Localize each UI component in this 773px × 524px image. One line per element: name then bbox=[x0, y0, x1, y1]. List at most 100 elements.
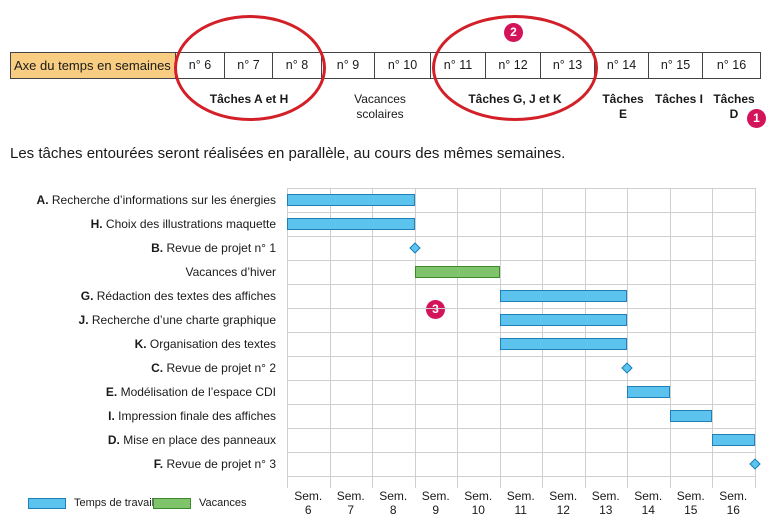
legend-vacation: Vacances bbox=[153, 497, 247, 509]
week-tick-label: Sem. 13 bbox=[591, 489, 620, 517]
work-bar bbox=[627, 386, 670, 398]
grid-vline bbox=[329, 188, 331, 488]
grid-vline bbox=[287, 188, 288, 488]
task-name: Revue de projet n° 1 bbox=[166, 241, 276, 255]
grid-vline bbox=[457, 188, 458, 488]
grid-hline bbox=[287, 260, 755, 261]
work-bar bbox=[499, 338, 627, 350]
badge-2: 2 bbox=[504, 23, 523, 42]
axis-week: n° 15 bbox=[649, 53, 703, 78]
grid-vline bbox=[669, 188, 671, 488]
task-name: Vacances d’hiver bbox=[185, 265, 277, 279]
grid-hline bbox=[287, 380, 755, 381]
task-name: Revue de projet n° 2 bbox=[166, 361, 276, 375]
week-tick-label: Sem. 15 bbox=[676, 489, 705, 517]
grid-hline bbox=[287, 308, 755, 309]
task-label: B. Revue de projet n° 1 bbox=[151, 240, 276, 256]
grid-hline bbox=[287, 212, 755, 213]
week-tick-label: Sem. 12 bbox=[549, 489, 578, 517]
grid-vline bbox=[627, 188, 628, 488]
milestone-diamond bbox=[408, 242, 421, 254]
grid-hline bbox=[287, 236, 755, 237]
task-name: Modélisation de l’espace CDI bbox=[120, 385, 276, 399]
task-name: Rédaction des textes des affiches bbox=[96, 289, 276, 303]
task-code: G. bbox=[80, 289, 94, 303]
week-tick-label: Sem. 16 bbox=[719, 489, 748, 517]
legend-work: Temps de travail bbox=[28, 497, 154, 509]
group-vacances-label: Vacances scolaires bbox=[354, 92, 406, 121]
task-label: G. Rédaction des textes des affiches bbox=[81, 288, 276, 304]
task-name: Impression finale des affiches bbox=[118, 409, 276, 423]
axis-week: n° 14 bbox=[595, 53, 649, 78]
task-code: D. bbox=[107, 433, 120, 447]
task-label: C. Revue de projet n° 2 bbox=[151, 360, 276, 376]
week-tick-label: Sem. 10 bbox=[464, 489, 493, 517]
group-d-label: Tâches D bbox=[713, 92, 755, 121]
task-label: K. Organisation des textes bbox=[135, 336, 276, 352]
task-code: J. bbox=[78, 313, 89, 327]
axis-week: n° 9 bbox=[322, 53, 375, 78]
legend-label-work: Temps de travail bbox=[74, 497, 155, 509]
legend-label-vacation: Vacances bbox=[199, 497, 247, 509]
grid-vline bbox=[414, 188, 416, 488]
task-label: E. Modélisation de l’espace CDI bbox=[106, 384, 276, 400]
task-code: H. bbox=[90, 217, 103, 231]
task-name: Recherche d’informations sur les énergie… bbox=[51, 193, 276, 207]
work-bar bbox=[669, 410, 712, 422]
task-label: H. Choix des illustrations maquette bbox=[91, 216, 276, 232]
task-label: D. Mise en place des panneaux bbox=[108, 432, 276, 448]
caption: Les tâches entourées seront réalisées en… bbox=[10, 145, 566, 162]
task-code: B. bbox=[151, 241, 164, 255]
task-name: Recherche d’une charte graphique bbox=[91, 313, 276, 327]
axis-week: n° 16 bbox=[716, 58, 747, 72]
task-label: Vacances d’hiver bbox=[186, 264, 277, 280]
task-name: Revue de projet n° 3 bbox=[166, 457, 276, 471]
vacation-bar bbox=[414, 266, 500, 278]
task-code: F. bbox=[153, 457, 164, 471]
week-axis: Axe du temps en semaines n° 6 n° 7 n° 8 … bbox=[10, 52, 761, 79]
work-bar bbox=[712, 434, 755, 446]
week-tick-label: Sem. 11 bbox=[506, 489, 535, 517]
group-i-label: Tâches I bbox=[654, 92, 704, 106]
work-bar bbox=[499, 314, 627, 326]
task-code: C. bbox=[151, 361, 164, 375]
grid-vline bbox=[712, 188, 713, 488]
work-bar bbox=[287, 218, 415, 230]
badge-3: 3 bbox=[426, 300, 445, 319]
legend-swatch-vacation bbox=[153, 497, 191, 509]
grid-hline bbox=[287, 476, 755, 477]
task-name: Choix des illustrations maquette bbox=[105, 217, 276, 231]
week-tick-label: Sem. 6 bbox=[294, 489, 323, 517]
axis-label: Axe du temps en semaines bbox=[11, 53, 176, 78]
grid-hline bbox=[287, 404, 755, 405]
task-code: K. bbox=[134, 337, 147, 351]
week-tick-label: Sem. 9 bbox=[421, 489, 450, 517]
grid-hline bbox=[287, 356, 755, 357]
highlight-ring-gjk bbox=[432, 15, 598, 121]
task-code: I. bbox=[108, 409, 115, 423]
grid-hline bbox=[287, 428, 755, 429]
task-label: I. Impression finale des affiches bbox=[108, 408, 276, 424]
task-code: E. bbox=[105, 385, 118, 399]
task-name: Mise en place des panneaux bbox=[123, 433, 276, 447]
week-tick-label: Sem. 8 bbox=[379, 489, 408, 517]
grid-hline bbox=[287, 452, 755, 453]
task-code: A. bbox=[36, 193, 49, 207]
task-label: A. Recherche d’informations sur les éner… bbox=[37, 192, 276, 208]
badge-1: 1 bbox=[747, 109, 766, 128]
grid-vline bbox=[372, 188, 373, 488]
grid-hline bbox=[287, 188, 755, 189]
work-bar bbox=[499, 290, 627, 302]
axis-week: n° 10 bbox=[375, 53, 431, 78]
grid-vline bbox=[754, 188, 756, 488]
milestone-diamond bbox=[621, 362, 633, 374]
task-name: Organisation des textes bbox=[149, 337, 276, 351]
grid-hline bbox=[287, 332, 755, 333]
legend-swatch-work bbox=[28, 497, 66, 509]
milestone-diamond bbox=[748, 458, 761, 470]
work-bar bbox=[287, 194, 415, 206]
week-tick-label: Sem. 7 bbox=[336, 489, 365, 517]
group-e-label: Tâches E bbox=[602, 92, 644, 121]
week-tick-label: Sem. 14 bbox=[634, 489, 663, 517]
highlight-ring-ah bbox=[174, 15, 326, 121]
